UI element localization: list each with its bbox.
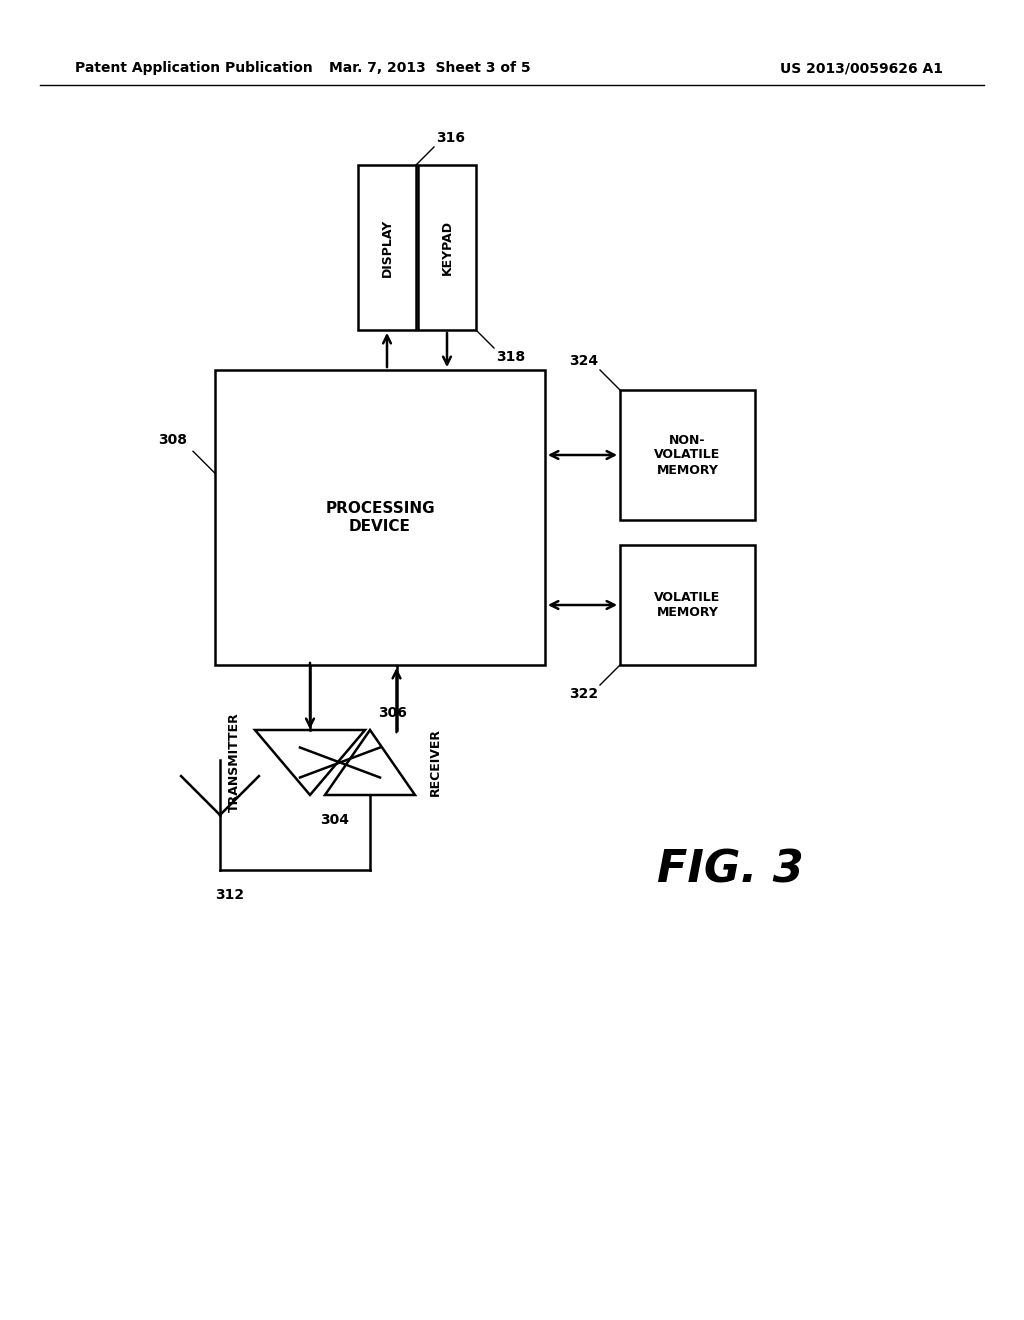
Bar — [418, 165, 476, 330]
Text: Mar. 7, 2013  Sheet 3 of 5: Mar. 7, 2013 Sheet 3 of 5 — [329, 61, 530, 75]
Text: NON-
VOLATILE
MEMORY: NON- VOLATILE MEMORY — [654, 433, 721, 477]
Bar — [620, 545, 755, 665]
Text: VOLATILE
MEMORY: VOLATILE MEMORY — [654, 591, 721, 619]
Text: 324: 324 — [569, 354, 598, 368]
Text: Patent Application Publication: Patent Application Publication — [75, 61, 312, 75]
Text: DISPLAY: DISPLAY — [381, 218, 393, 277]
Text: 306: 306 — [378, 706, 407, 719]
Text: 316: 316 — [436, 131, 465, 145]
Bar — [358, 165, 416, 330]
Text: 304: 304 — [321, 813, 349, 828]
Bar — [215, 370, 545, 665]
Text: FIG. 3: FIG. 3 — [656, 849, 804, 891]
Text: 322: 322 — [569, 686, 598, 701]
Text: 312: 312 — [215, 888, 244, 902]
Text: KEYPAD: KEYPAD — [440, 220, 454, 275]
Text: PROCESSING
DEVICE: PROCESSING DEVICE — [326, 502, 435, 533]
Text: 308: 308 — [158, 433, 187, 447]
Text: US 2013/0059626 A1: US 2013/0059626 A1 — [780, 61, 943, 75]
Text: TRANSMITTER: TRANSMITTER — [228, 713, 241, 812]
Bar — [620, 389, 755, 520]
Text: 318: 318 — [496, 350, 525, 364]
Text: RECEIVER: RECEIVER — [429, 729, 442, 796]
